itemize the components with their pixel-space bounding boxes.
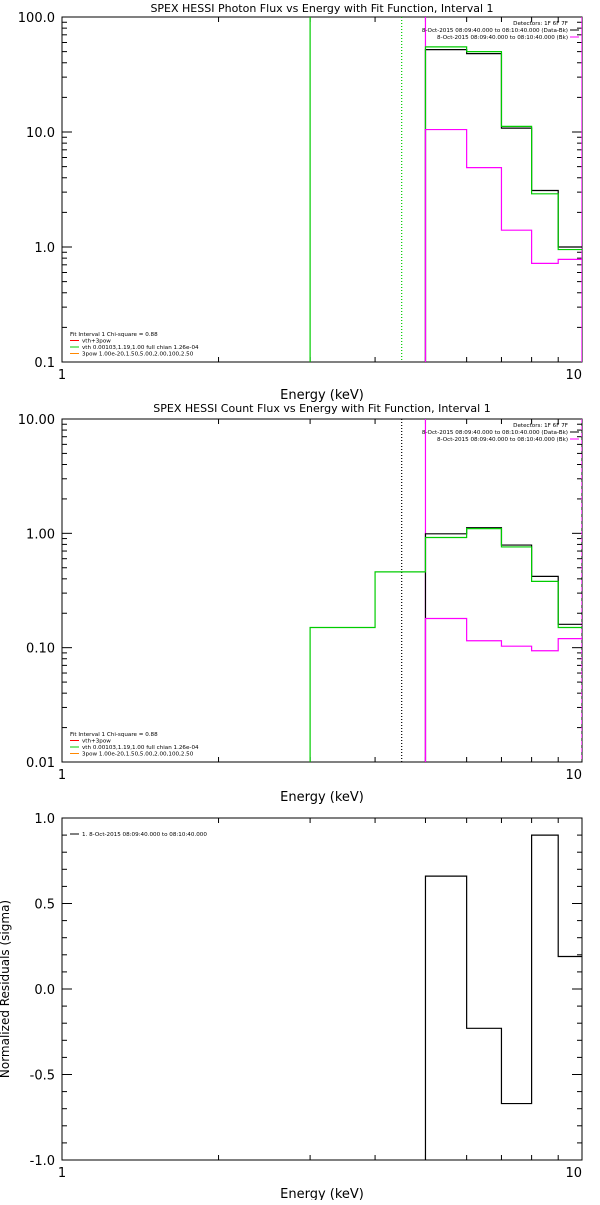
y-tick-label: 0.1 xyxy=(34,356,55,371)
series-2-histogram xyxy=(309,528,582,762)
plot-frame xyxy=(61,418,583,763)
header-line: 8-Oct-2015 08:09:40.000 to 08:10:40.000 … xyxy=(437,35,568,41)
x-tick-label: 1 xyxy=(58,768,66,783)
series-1-histogram xyxy=(424,834,582,1160)
legend-entry: 1. 8-Oct-2015 08:09:40.000 to 08:10:40.0… xyxy=(82,832,207,838)
legend-entry: vth+3pow xyxy=(82,339,111,345)
y-tick-label: 0.0 xyxy=(34,983,55,998)
header-line: Detectors: 1F 6F 7F xyxy=(513,21,568,27)
legend-entry: vth+3pow xyxy=(82,739,111,745)
legend-entry: vth 0.00103,1.19,1.00 full chian 1.26e-0… xyxy=(82,345,199,351)
y-tick-label: 1.0 xyxy=(34,241,55,256)
series-2-histogram xyxy=(424,46,582,362)
y-axis-label: Normalized Residuals (sigma) xyxy=(0,900,12,1078)
chart-panel-2: SPEX HESSI Count Flux vs Energy with Fit… xyxy=(18,402,583,805)
header-line: 8-Oct-2015 08:09:40.000 to 08:10:40.000 … xyxy=(437,437,568,443)
y-tick-label: 0.5 xyxy=(34,898,55,913)
y-tick-label: 1.00 xyxy=(26,527,55,542)
legend-entry: Fit Interval 1 Chi-square = 0.88 xyxy=(70,332,158,338)
legend-entry: vth 0.00103,1.19,1.00 full chian 1.26e-0… xyxy=(82,745,199,751)
x-tick-label: 10 xyxy=(565,768,582,783)
legend-entry: Fit Interval 1 Chi-square = 0.88 xyxy=(70,732,158,738)
x-axis-label: Energy (keV) xyxy=(280,388,364,403)
series-3-histogram xyxy=(424,617,582,762)
x-tick-label: 1 xyxy=(58,368,66,383)
x-tick-label: 1 xyxy=(58,1166,66,1181)
plot-area xyxy=(309,17,582,362)
x-axis-label: Energy (keV) xyxy=(280,1187,364,1200)
y-tick-label: 0.01 xyxy=(26,756,55,771)
y-tick-label: 1.0 xyxy=(34,812,55,827)
chart-panel-1: SPEX HESSI Photon Flux vs Energy with Fi… xyxy=(18,2,583,403)
y-tick-label: 100.0 xyxy=(18,11,55,26)
plot-area xyxy=(309,419,582,762)
legend-entry: 3pow 1.00e-20,1.50,5.00,2.00,100,2.50 xyxy=(82,752,194,758)
x-tick-label: 10 xyxy=(565,1166,582,1181)
y-tick-label: 10.00 xyxy=(18,413,55,428)
header-line: Detectors: 1F 6F 7F xyxy=(513,423,568,429)
series-3-histogram xyxy=(424,128,582,362)
legend-entry: 3pow 1.00e-20,1.50,5.00,2.00,100,2.50 xyxy=(82,352,194,358)
x-tick-label: 10 xyxy=(565,368,582,383)
y-tick-label: 10.0 xyxy=(26,126,55,141)
y-tick-label: -1.0 xyxy=(30,1154,55,1169)
plot-area xyxy=(424,834,582,1160)
y-tick-label: -0.5 xyxy=(30,1069,55,1084)
chart-title: SPEX HESSI Count Flux vs Energy with Fit… xyxy=(153,402,490,415)
plot-frame xyxy=(61,817,583,1161)
header-line: 8-Oct-2015 08:09:40.000 to 08:10:40.000 … xyxy=(422,430,568,436)
chart-panel-3: Energy (keV) Normalized Residuals (sigma)… xyxy=(0,812,583,1202)
chart-title: SPEX HESSI Photon Flux vs Energy with Fi… xyxy=(150,2,493,15)
plot-frame xyxy=(61,16,583,363)
x-axis-label: Energy (keV) xyxy=(280,790,364,805)
header-line: 8-Oct-2015 08:09:40.000 to 08:10:40.000 … xyxy=(422,28,568,34)
y-tick-label: 0.10 xyxy=(26,642,55,657)
